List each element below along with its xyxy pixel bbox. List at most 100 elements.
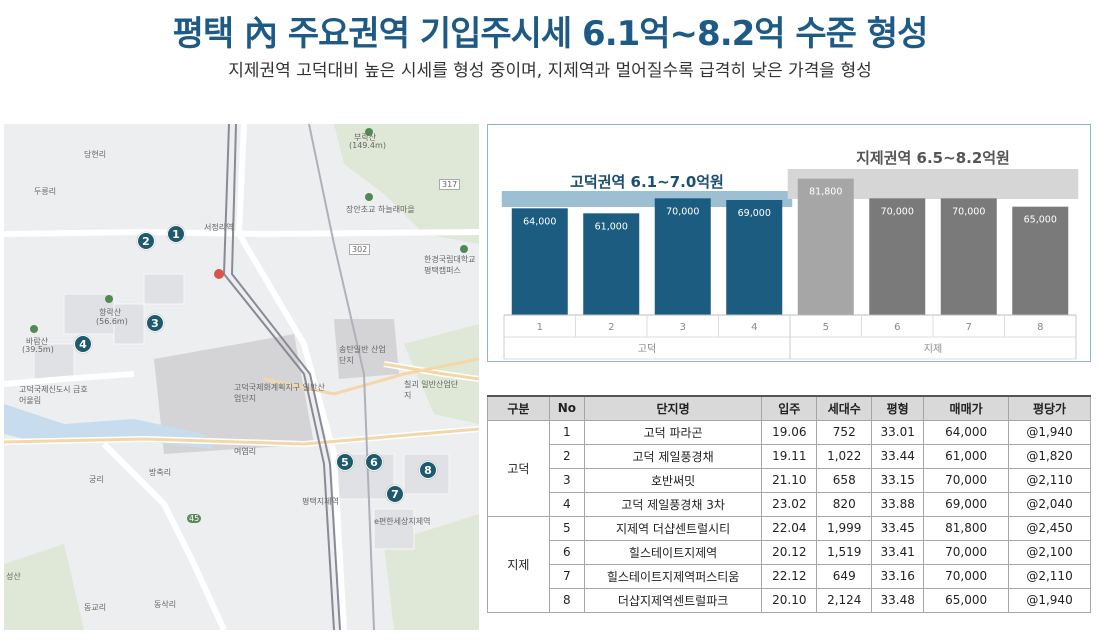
table-cell-no: 6 [548,539,585,565]
table-cell-no: 1 [548,419,585,445]
col-header-price: 매매가 [923,395,1010,421]
map-pin-1[interactable]: 1 [167,225,185,243]
map-pin-6[interactable]: 6 [365,453,383,471]
table-row: 7 힐스테이트지제역퍼스티움 22.12 649 33.16 70,000 @2,110 [488,563,1091,589]
table-cell-pyeong: 33.45 [871,515,925,541]
table-cell-no: 4 [548,491,585,517]
map-label-univ: 한경국립대학교 평택캠퍼스 [424,255,476,275]
table-cell-complex: 고덕 제일풍경채 3차 [583,491,763,517]
bar-value-label-5: 81,800 [809,187,842,198]
map-label-hyangsan: 향락산 [99,308,122,317]
map-label-godeok-nat: 고덕국제화계획지구 일반산업단지 [234,383,325,403]
price-bar-chart: 고덕권역 6.1~7.0억원 지제권역 6.5~8.2억원 64,000 61,000… [487,124,1091,362]
range-label-1: 지제권역 6.5~8.2억원 [856,149,1010,167]
map-pin-5[interactable]: 5 [336,453,354,471]
map-background [4,124,479,630]
bar-8 [1012,206,1069,315]
map-label-road-45: 45 [187,514,202,523]
x-tick-label-1: 1 [537,322,543,333]
map-label-bangchuk: 방축리 [149,468,172,477]
table-cell-price: 81,800 [923,515,1010,541]
table-cell-perpyeong: @2,110 [1008,563,1091,589]
table-row: 8 더샵지제역센트럴파크 20.10 2,124 33.48 65,000 @1,940 [488,587,1091,613]
table-cell-no: 8 [548,587,585,613]
col-header-pyeong: 평형 [871,395,925,421]
table-row: 지제 5 지제역 더샵센트럴시티 22.04 1,999 33.45 81,800 @2,45… [487,515,1091,613]
table-cell-movein: 20.10 [761,587,818,613]
table-row: 고덕 1 고덕 파라곤 19.06 752 33.01 64,000 @1,940 [487,419,1091,517]
col-header-complex: 단지명 [583,395,763,421]
table-cell-pyeong: 33.88 [871,491,925,517]
table-cell-complex: 고덕 파라곤 [583,419,763,445]
table-cell-movein: 22.04 [761,515,818,541]
map-pin-8[interactable]: 8 [419,461,437,479]
table-row: 6 힐스테이트지제역 20.12 1,519 33.41 70,000 @2,100 [488,539,1091,565]
table-cell-perpyeong: @2,040 [1008,491,1091,517]
table-cell-group: 지제 [487,515,550,613]
x-tick-label-4: 4 [751,322,757,333]
bar-2 [583,213,640,315]
table-cell-complex: 호반써밋 [583,467,763,493]
map-pin-2[interactable]: 2 [137,232,155,250]
map-label-buraksan: 부락산 [354,133,377,142]
table-cell-complex: 힐스테이트지제역 [583,539,763,565]
table-cell-no: 7 [548,563,585,589]
map-pin-7[interactable]: 7 [386,485,404,503]
x-tick-label-6: 6 [894,322,900,333]
map-pin-4[interactable]: 4 [74,335,92,353]
table-cell-pyeong: 33.16 [871,563,925,589]
table-cell-perpyeong: @1,940 [1008,419,1091,445]
table-cell-pyeong: 33.48 [871,587,925,613]
table-cell-units: 752 [816,419,873,445]
table-cell-pyeong: 33.15 [871,467,925,493]
col-header-group: 구분 [487,395,550,421]
table-cell-perpyeong: @2,100 [1008,539,1091,565]
table-cell-units: 1,519 [816,539,873,565]
table-cell-units: 658 [816,467,873,493]
x-tick-label-3: 3 [680,322,686,333]
bar-value-label-2: 61,000 [595,221,628,232]
table-cell-no: 2 [548,443,585,469]
table-cell-movein: 19.11 [761,443,818,469]
chart-canvas: 고덕권역 6.1~7.0억원 지제권역 6.5~8.2억원 64,000 61,000… [501,149,1079,360]
table-cell-perpyeong: @2,110 [1008,467,1091,493]
price-table: 구분 No 단지명 입주 세대수 평형 매매가 평당가 고덕 1 고덕 파라곤 19.… [487,395,1091,613]
table-header-row: 구분 No 단지명 입주 세대수 평형 매매가 평당가 [487,395,1091,421]
map-label-barae: 바람산 [26,337,49,346]
table-cell-price: 64,000 [923,419,1010,445]
map-label-gungri: 궁리 [89,475,104,484]
map-label-jije-green: e편한세상지제역 [374,517,431,526]
table-cell-complex: 고덕 제일풍경채 [583,443,763,469]
bar-6 [869,198,926,315]
map-label-barae-h: (39.5m) [22,345,54,354]
table-cell-no: 5 [548,515,585,541]
range-label-0: 고덕권역 6.1~7.0억원 [570,173,724,191]
page-title: 평택 內 주요권역 기입주시세 6.1억~8.2억 수준 형성 [172,14,929,54]
map-label-dangheon: 당현리 [84,150,107,159]
table-row: 2 고덕 제일풍경채 19.11 1,022 33.44 61,000 @1,820 [488,443,1091,469]
location-map[interactable]: 당현리 두릉리 서정리역 부락산 (149.4m) 장안초교 하늘래마을 한경국… [4,124,479,630]
map-label-seojeong: 서정리역 [204,223,234,232]
map-label-road-302: 302 [349,244,371,255]
map-pin-3[interactable]: 3 [146,314,164,332]
col-header-units: 세대수 [816,395,873,421]
bar-value-label-1: 64,000 [523,216,556,227]
map-label-hyangsan-h: (56.6m) [96,317,128,326]
table-cell-units: 649 [816,563,873,589]
x-tick-label-7: 7 [966,322,972,333]
bar-value-label-4: 69,000 [738,208,771,219]
table-cell-complex: 힐스테이트지제역퍼스티움 [583,563,763,589]
table-cell-complex: 지제역 더샵센트럴시티 [583,515,763,541]
bar-value-label-6: 70,000 [881,206,914,217]
map-label-road-317: 317 [439,179,461,190]
map-label-dongmak: 동교리 [84,603,107,612]
map-label-songtan: 송탄일반 산업단지 [339,345,386,365]
table-cell-perpyeong: @1,820 [1008,443,1091,469]
table-cell-movein: 19.06 [761,419,818,445]
bar-4 [726,200,783,315]
map-label-durung: 두릉리 [34,187,57,196]
x-tick-label-2: 2 [608,322,614,333]
table-cell-units: 1,022 [816,443,873,469]
table-cell-movein: 21.10 [761,467,818,493]
bar-value-label-8: 65,000 [1024,215,1057,226]
